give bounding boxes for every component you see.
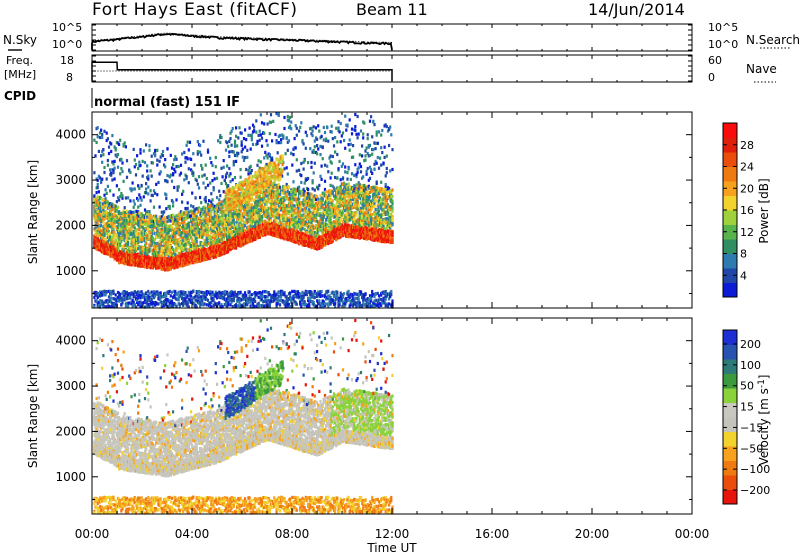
time-tick-label: 20:00 <box>575 527 610 541</box>
noise-search-line <box>91 32 393 43</box>
colorbar-tick-label: 20 <box>740 182 754 195</box>
range-tick-label: 1000 <box>55 470 86 484</box>
beam-title: Beam 11 <box>356 0 428 19</box>
noise-right-tick-bottom: 10^0 <box>708 38 738 51</box>
range-tick-label: 2000 <box>55 218 86 232</box>
noise-left-tick-top: 10^5 <box>52 21 82 34</box>
range-tick-label: 1000 <box>55 264 86 278</box>
freq-tick-top: 18 <box>60 54 74 67</box>
time-tick-label: 16:00 <box>475 527 510 541</box>
time-axis-label: Time UT <box>366 541 417 554</box>
noise-left-tick-bottom: 10^0 <box>52 38 82 51</box>
range-tick-label: 2000 <box>55 424 86 438</box>
nave-label: Nave <box>746 62 777 76</box>
colorbar-tick-label: 8 <box>740 248 747 261</box>
colorbar-tick-label: 4 <box>740 269 747 282</box>
velocity-data <box>93 318 394 515</box>
time-tick-label: 00:00 <box>675 527 710 541</box>
colorbar-tick-label: 15 <box>740 401 754 414</box>
range-tick-label: 3000 <box>55 379 86 393</box>
noise-panel: N.Sky 10^5 10^0 10^5 10^0 N.Search <box>3 21 800 52</box>
frequency-line <box>91 61 393 81</box>
cpid-text: normal (fast) 151 IF <box>94 95 240 110</box>
noise-right-tick-top: 10^5 <box>708 21 738 34</box>
cpid-label: CPID <box>4 89 36 103</box>
range-tick-label: 4000 <box>55 334 86 348</box>
colorbar-tick-label: 200 <box>740 338 761 351</box>
power-data <box>93 111 394 309</box>
colorbar-tick-label: −200 <box>740 484 770 497</box>
colorbar-tick-label: −50 <box>740 442 763 455</box>
colorbar-tick-label: 16 <box>740 204 754 217</box>
frequency-panel: Freq. [MHz] 18 8 60 0 Nave <box>4 54 777 84</box>
date-title: 14/Jun/2014 <box>588 0 685 19</box>
power-colorbar-label: Power [dB] <box>757 178 771 243</box>
time-tick-label: 04:00 <box>175 527 210 541</box>
power-colorbar: 4 8 12 16 20 24 28 <box>722 122 754 298</box>
time-tick-label: 12:00 <box>375 527 410 541</box>
nave-tick-top: 60 <box>708 54 722 67</box>
n-search-label: N.Search <box>746 33 800 47</box>
colorbar-tick-label: 28 <box>740 139 754 152</box>
velocity-ylabel: Slant Range [km] <box>26 364 40 468</box>
power-panel: 1000 2000 3000 4000 Slant Range [km] <box>26 111 693 309</box>
noise-sky-line <box>91 32 393 51</box>
power-ylabel: Slant Range [km] <box>26 160 40 264</box>
time-tick-label: 08:00 <box>275 527 310 541</box>
range-tick-label: 3000 <box>55 173 86 187</box>
colorbar-tick-label: 24 <box>740 161 754 174</box>
freq-unit-label: [MHz] <box>4 68 36 81</box>
velocity-colorbar-label: Velocity [m s-1] <box>757 375 771 466</box>
colorbar-tick-label: −15 <box>740 421 763 434</box>
station-title: Fort Hays East (fitACF) <box>92 0 298 20</box>
time-tick-label: 00:00 <box>75 527 110 541</box>
range-tick-label: 4000 <box>55 128 86 142</box>
colorbar-tick-label: 12 <box>740 226 754 239</box>
nave-tick-bottom: 0 <box>708 71 715 84</box>
colorbar-tick-label: 100 <box>740 359 761 372</box>
velocity-panel: 1000 2000 3000 4000 Slant Range [km] <box>26 317 693 515</box>
velocity-colorbar: 200 100 50 15 −15 −50 −100 −200 <box>722 329 770 505</box>
n-sky-label: N.Sky <box>3 33 37 47</box>
time-axis: 00:00 04:00 08:00 12:00 16:00 20:00 00:00 <box>75 24 710 541</box>
freq-tick-bottom: 8 <box>66 71 73 84</box>
freq-label: Freq. <box>6 54 33 67</box>
colorbar-tick-label: −100 <box>740 463 770 476</box>
colorbar-tick-label: 50 <box>740 380 754 393</box>
